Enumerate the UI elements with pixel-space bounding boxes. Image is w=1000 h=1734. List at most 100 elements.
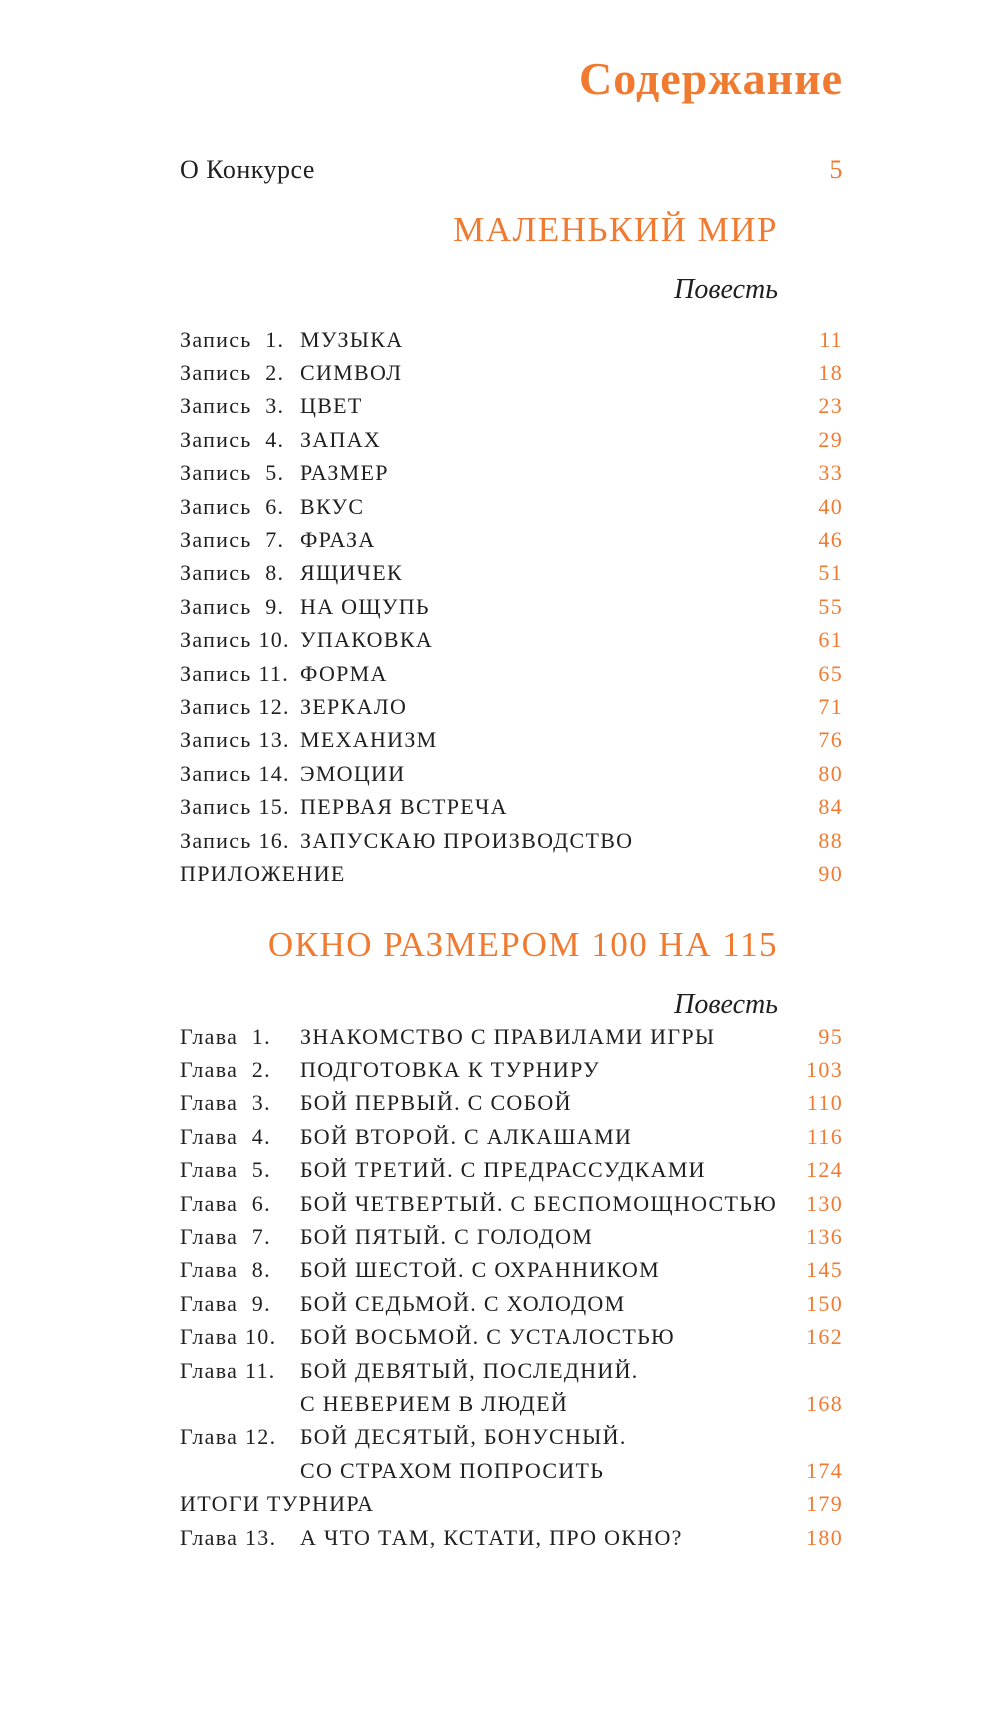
entry-title: БОЙ ДЕВЯТЫЙ, ПОСЛЕДНИЙ. <box>300 1357 639 1383</box>
toc-entry: Запись 13. МЕХАНИЗМ 76 <box>180 724 843 757</box>
entry-page: 76 <box>818 727 843 753</box>
entry-label: Запись 10. <box>180 627 290 653</box>
entry-title: ИТОГИ ТУРНИРА <box>180 1491 375 1517</box>
entry-title: ФРАЗА <box>300 527 376 553</box>
toc-entry: Запись 11. ФОРМА 65 <box>180 657 843 690</box>
entry-page: 40 <box>818 493 843 519</box>
entry-title: УПАКОВКА <box>300 627 434 653</box>
entry-page: 55 <box>818 593 843 619</box>
entry-page: 51 <box>818 560 843 586</box>
entry-title: МЕХАНИЗМ <box>300 727 438 753</box>
entry-title: РАЗМЕР <box>300 460 389 486</box>
entry-page: 116 <box>806 1123 843 1149</box>
entry-label: Запись 14. <box>180 760 290 786</box>
entry-label: Глава 11. <box>180 1357 276 1383</box>
toc-entry-intro: О Конкурсе 5 <box>180 155 843 185</box>
entry-page: 80 <box>818 760 843 786</box>
toc-entry: Запись 3. ЦВЕТ 23 <box>180 390 843 423</box>
toc-entry-continuation: С НЕВЕРИЕМ В ЛЮДЕЙ 168 <box>180 1387 843 1420</box>
toc-entry: Запись 16. ЗАПУСКАЮ ПРОИЗВОДСТВО 88 <box>180 824 843 857</box>
entry-label: Глава 7. <box>180 1224 271 1250</box>
entry-page: 180 <box>806 1524 843 1550</box>
entry-page: 61 <box>818 627 843 653</box>
entry-title: ЗАПАХ <box>300 426 382 452</box>
toc-entry: Запись 9. НА ОЩУПЬ 55 <box>180 590 843 623</box>
entry-title: А ЧТО ТАМ, КСТАТИ, ПРО ОКНО? <box>300 1524 683 1550</box>
toc-entry: Глава 4. БОЙ ВТОРОЙ. С АЛКАШАМИ 116 <box>180 1120 843 1153</box>
entry-label: Запись 11. <box>180 660 290 686</box>
entry-label: Запись 3. <box>180 393 285 419</box>
entry-title: ЯЩИЧЕК <box>300 560 403 586</box>
entry-label: Глава 13. <box>180 1524 277 1550</box>
entry-title: БОЙ ДЕСЯТЫЙ, БОНУСНЫЙ. <box>300 1424 627 1450</box>
toc-entry: Запись 7. ФРАЗА 46 <box>180 523 843 556</box>
entry-page: 145 <box>806 1257 843 1283</box>
entry-page: 95 <box>818 1023 843 1049</box>
entry-title: ЗЕРКАЛО <box>300 693 408 719</box>
entry-label: Глава 5. <box>180 1157 271 1183</box>
entry-label: Запись 13. <box>180 727 290 753</box>
entry-title: ФОРМА <box>300 660 388 686</box>
entry-page: 18 <box>818 360 843 386</box>
toc-entry: Глава 8. БОЙ ШЕСТОЙ. С ОХРАННИКОМ 145 <box>180 1254 843 1287</box>
entry-label: Запись 15. <box>180 794 290 820</box>
toc-list: Глава 1. ЗНАКОМСТВО С ПРАВИЛАМИ ИГРЫ 95 Гла… <box>180 1020 843 1554</box>
toc-list: Запись 1. МУЗЫКА 11 Запись 2. СИМВОЛ 18 Запись… <box>180 323 843 891</box>
entry-page: 162 <box>806 1324 843 1350</box>
entry-page: 65 <box>818 660 843 686</box>
entry-page: 5 <box>829 155 843 184</box>
entry-page: 90 <box>818 860 843 886</box>
entry-title: О Конкурсе <box>180 155 315 184</box>
entry-page: 71 <box>818 693 843 719</box>
page-title: Содержание <box>579 53 843 104</box>
entry-page: 88 <box>818 827 843 853</box>
entry-title: БОЙ ПЕРВЫЙ. С СОБОЙ <box>300 1090 572 1116</box>
toc-entry: Глава 5. БОЙ ТРЕТИЙ. С ПРЕДРАССУДКАМИ 124 <box>180 1154 843 1187</box>
toc-entry: Глава 1. ЗНАКОМСТВО С ПРАВИЛАМИ ИГРЫ 95 <box>180 1020 843 1053</box>
entry-title: НА ОЩУПЬ <box>300 593 430 619</box>
entry-label: Глава 3. <box>180 1090 271 1116</box>
toc-entry: Запись 6. ВКУС 40 <box>180 490 843 523</box>
entry-page: 174 <box>806 1457 843 1483</box>
toc-entry: Глава 6. БОЙ ЧЕТВЕРТЫЙ. С БЕСПОМОЩНОСТЬЮ 1… <box>180 1187 843 1220</box>
entry-page: 179 <box>806 1491 843 1517</box>
entry-title: СИМВОЛ <box>300 360 403 386</box>
entry-title: БОЙ ЧЕТВЕРТЫЙ. С БЕСПОМОЩНОСТЬЮ <box>300 1190 778 1216</box>
entry-title: ПОДГОТОВКА К ТУРНИРУ <box>300 1057 600 1083</box>
section-title: ОКНО РАЗМЕРОМ 100 НА 115 <box>267 925 778 964</box>
entry-title-continued: С НЕВЕРИЕМ В ЛЮДЕЙ <box>300 1390 569 1416</box>
entry-label: Запись 12. <box>180 693 290 719</box>
entry-page: 103 <box>806 1057 843 1083</box>
entry-page: 11 <box>819 326 843 352</box>
toc-entry: Глава 11. БОЙ ДЕВЯТЫЙ, ПОСЛЕДНИЙ. <box>180 1354 843 1387</box>
entry-label: Глава 8. <box>180 1257 271 1283</box>
entry-label: Глава 12. <box>180 1424 277 1450</box>
entry-label: Запись 16. <box>180 827 290 853</box>
toc-entry: Глава 9. БОЙ СЕДЬМОЙ. С ХОЛОДОМ 150 <box>180 1287 843 1320</box>
toc-entry-continuation: СО СТРАХОМ ПОПРОСИТЬ 174 <box>180 1454 843 1487</box>
entry-page: 46 <box>818 527 843 553</box>
entry-label: Глава 2. <box>180 1057 271 1083</box>
toc-entry: Глава 12. БОЙ ДЕСЯТЫЙ, БОНУСНЫЙ. <box>180 1421 843 1454</box>
entry-title: ЗНАКОМСТВО С ПРАВИЛАМИ ИГРЫ <box>300 1023 716 1049</box>
toc-entry: Запись 10. УПАКОВКА 61 <box>180 624 843 657</box>
toc-entry: ПРИЛОЖЕНИЕ 90 <box>180 857 843 890</box>
entry-label: Глава 4. <box>180 1123 271 1149</box>
entry-page: 136 <box>806 1224 843 1250</box>
toc-entry: ИТОГИ ТУРНИРА 179 <box>180 1487 843 1520</box>
toc-entry: Глава 13. А ЧТО ТАМ, КСТАТИ, ПРО ОКНО? 180 <box>180 1521 843 1554</box>
entry-title: ПРИЛОЖЕНИЕ <box>180 860 346 886</box>
entry-page: 110 <box>806 1090 843 1116</box>
entry-title: БОЙ ШЕСТОЙ. С ОХРАННИКОМ <box>300 1257 660 1283</box>
entry-title: БОЙ ВТОРОЙ. С АЛКАШАМИ <box>300 1123 633 1149</box>
entry-page: 124 <box>806 1157 843 1183</box>
entry-page: 33 <box>818 460 843 486</box>
entry-label: Запись 5. <box>180 460 285 486</box>
entry-page: 168 <box>806 1390 843 1416</box>
toc-entry: Запись 8. ЯЩИЧЕК 51 <box>180 557 843 590</box>
entry-title: БОЙ СЕДЬМОЙ. С ХОЛОДОМ <box>300 1290 626 1316</box>
entry-label: Глава 9. <box>180 1290 271 1316</box>
toc-entry: Запись 12. ЗЕРКАЛО 71 <box>180 690 843 723</box>
entry-label: Запись 2. <box>180 360 285 386</box>
entry-page: 23 <box>818 393 843 419</box>
